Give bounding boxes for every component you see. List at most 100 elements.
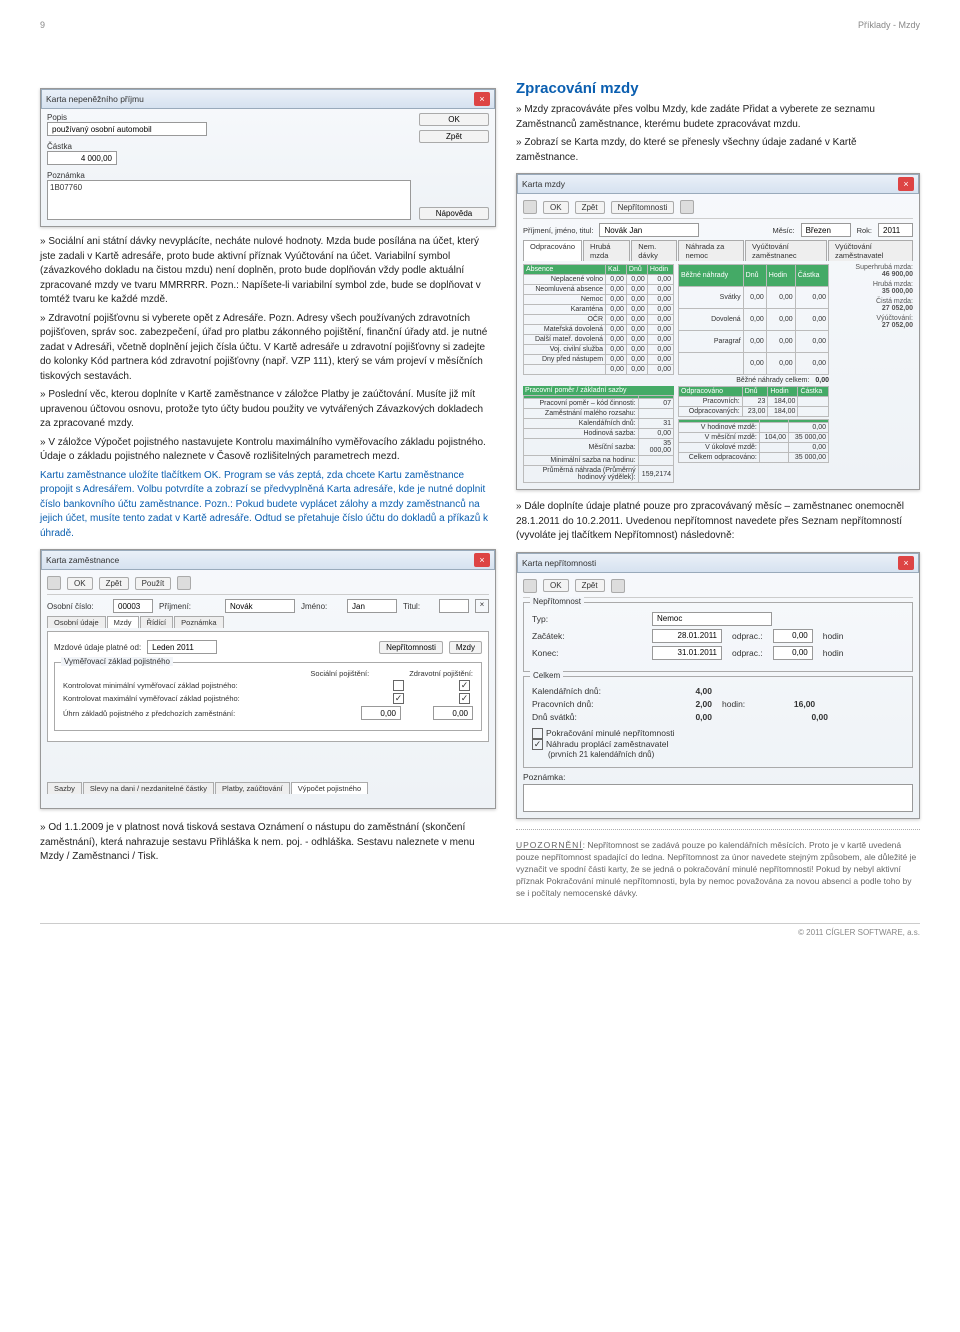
label-poznamka: Poznámka bbox=[47, 171, 107, 180]
tab-ridici[interactable]: Řídící bbox=[140, 616, 174, 628]
body-text: » Od 1.1.2009 je v platnost nová tisková… bbox=[40, 821, 496, 865]
close-icon[interactable]: × bbox=[898, 556, 914, 570]
value: 0,00 bbox=[768, 712, 828, 722]
group-title: Vyměřovací základ pojistného bbox=[61, 657, 173, 666]
konec-input[interactable] bbox=[652, 646, 722, 660]
platne-od-input[interactable] bbox=[147, 640, 217, 654]
ok-button[interactable]: OK bbox=[543, 201, 569, 214]
checkbox[interactable] bbox=[393, 680, 404, 691]
tab-osobni[interactable]: Osobní údaje bbox=[47, 616, 106, 628]
close-icon[interactable]: × bbox=[475, 599, 489, 613]
napoveda-button[interactable]: Nápověda bbox=[419, 207, 489, 220]
footer: © 2011 CÍGLER SOFTWARE, a.s. bbox=[40, 923, 920, 937]
page-number: 9 bbox=[40, 20, 45, 30]
zpet-button[interactable]: Zpět bbox=[419, 130, 489, 143]
tab[interactable]: Nem. dávky bbox=[631, 240, 677, 261]
checkbox[interactable]: ✓ bbox=[393, 693, 404, 704]
zpet-button[interactable]: Zpět bbox=[575, 579, 605, 592]
body-text: » Zobrazí se Karta mzdy, do které se pře… bbox=[516, 136, 920, 165]
section-title: Zpracování mzdy bbox=[516, 80, 920, 97]
help-icon[interactable] bbox=[177, 576, 191, 590]
tab-poznamka[interactable]: Poznámka bbox=[174, 616, 223, 628]
label: Konec: bbox=[532, 648, 642, 658]
label: Typ: bbox=[532, 614, 642, 624]
label: Dnů svátků: bbox=[532, 712, 642, 722]
value-input[interactable] bbox=[433, 706, 473, 720]
save-icon[interactable] bbox=[47, 576, 61, 590]
save-icon[interactable] bbox=[523, 200, 537, 214]
typ-select[interactable] bbox=[652, 612, 772, 626]
body-text: Kartu zaměstnance uložíte tlačítkem OK. … bbox=[40, 469, 496, 542]
checkbox[interactable]: ✓ bbox=[459, 693, 470, 704]
label: Náhradu proplácí zaměstnavatel bbox=[546, 739, 668, 749]
group-title: Celkem bbox=[530, 671, 563, 680]
titul-input[interactable] bbox=[439, 599, 469, 613]
close-icon[interactable]: × bbox=[474, 553, 490, 567]
value-input[interactable] bbox=[361, 706, 401, 720]
label: hodin bbox=[823, 631, 844, 641]
odprac-input[interactable] bbox=[773, 629, 813, 643]
odprac-input[interactable] bbox=[773, 646, 813, 660]
jmeno-input[interactable] bbox=[347, 599, 397, 613]
poznamka-textarea[interactable]: 1B07760 bbox=[47, 180, 411, 220]
tab-vypocet[interactable]: Výpočet pojistného bbox=[291, 782, 368, 794]
tab[interactable]: Vyúčtování zaměstnanec bbox=[745, 240, 827, 261]
ok-button[interactable]: OK bbox=[419, 113, 489, 126]
checkbox[interactable]: ✓ bbox=[459, 680, 470, 691]
tab[interactable]: Vyúčtování zaměstnavatel bbox=[828, 240, 913, 261]
zpet-button[interactable]: Zpět bbox=[575, 201, 605, 214]
label: Jméno: bbox=[301, 602, 341, 611]
label: (prvních 21 kalendářních dnů) bbox=[532, 750, 904, 759]
name-input[interactable] bbox=[599, 223, 699, 237]
help-icon[interactable] bbox=[680, 200, 694, 214]
body-text: » Poslední věc, kterou doplníte v Kartě … bbox=[40, 388, 496, 432]
pouzit-button[interactable]: Použít bbox=[135, 577, 172, 590]
label: Zdravotní pojištění: bbox=[409, 669, 473, 678]
help-icon[interactable] bbox=[611, 579, 625, 593]
ok-button[interactable]: OK bbox=[67, 577, 93, 590]
label: hodin: bbox=[722, 699, 745, 709]
ok-button[interactable]: OK bbox=[543, 579, 569, 592]
window-title: Karta nepeněžního příjmu bbox=[46, 94, 144, 104]
save-icon[interactable] bbox=[523, 579, 537, 593]
body-text: » Zdravotní pojišťovnu si vyberete opět … bbox=[40, 312, 496, 385]
rok-input[interactable] bbox=[878, 223, 913, 237]
mzdy-button[interactable]: Mzdy bbox=[449, 641, 482, 654]
label: Začátek: bbox=[532, 631, 642, 641]
divider bbox=[516, 829, 920, 830]
pomer-right-table: V hodinové mzdě:0,00V měsíční mzdě:104,0… bbox=[678, 419, 829, 463]
tab-platby[interactable]: Platby, zaúčtování bbox=[215, 782, 290, 794]
value: 0,00 bbox=[815, 377, 829, 384]
label: Pokračování minulé nepřítomnosti bbox=[546, 728, 675, 738]
tab[interactable]: Odpracováno bbox=[523, 240, 582, 261]
nepritomnosti-button[interactable]: Nepřítomnosti bbox=[611, 201, 675, 214]
value: 16,00 bbox=[755, 699, 815, 709]
close-icon[interactable]: × bbox=[898, 177, 914, 191]
tab-slevy[interactable]: Slevy na dani / nezdanitelné částky bbox=[83, 782, 214, 794]
oscislo-input[interactable] bbox=[113, 599, 153, 613]
tab[interactable]: Hrubá mzda bbox=[583, 240, 630, 261]
prijmeni-input[interactable] bbox=[225, 599, 295, 613]
window-absence-card: Karta nepřítomnosti × OK Zpět Nepřítomnos… bbox=[516, 552, 920, 820]
group-title: Nepřítomnost bbox=[530, 597, 584, 606]
checkbox-pokracovani[interactable] bbox=[532, 728, 543, 739]
checkbox-nahradu[interactable]: ✓ bbox=[532, 739, 543, 750]
label: hodin bbox=[823, 648, 844, 658]
tab-mzdy[interactable]: Mzdy bbox=[107, 616, 139, 628]
zacatek-input[interactable] bbox=[652, 629, 722, 643]
tab[interactable]: Náhrada za nemoc bbox=[678, 240, 744, 261]
pomer-table: Pracovní poměr – kód činnosti:07Zaměstná… bbox=[523, 395, 674, 483]
label: Poznámka: bbox=[523, 772, 913, 782]
window-title: Karta nepřítomnosti bbox=[522, 558, 596, 568]
tab-sazby[interactable]: Sazby bbox=[47, 782, 82, 794]
label-castka: Částka bbox=[47, 142, 107, 151]
zpet-button[interactable]: Zpět bbox=[99, 577, 129, 590]
group-title: Pracovní poměr / základní sazby bbox=[523, 386, 674, 395]
poznamka-textarea[interactable] bbox=[523, 784, 913, 812]
close-icon[interactable]: × bbox=[474, 92, 490, 106]
popis-input[interactable] bbox=[47, 122, 207, 136]
label: Kontrolovat maximální vyměřovací základ … bbox=[63, 694, 387, 703]
nepritomnosti-button[interactable]: Nepřítomnosti bbox=[379, 641, 443, 654]
mesic-select[interactable] bbox=[801, 223, 851, 237]
castka-input[interactable] bbox=[47, 151, 117, 165]
